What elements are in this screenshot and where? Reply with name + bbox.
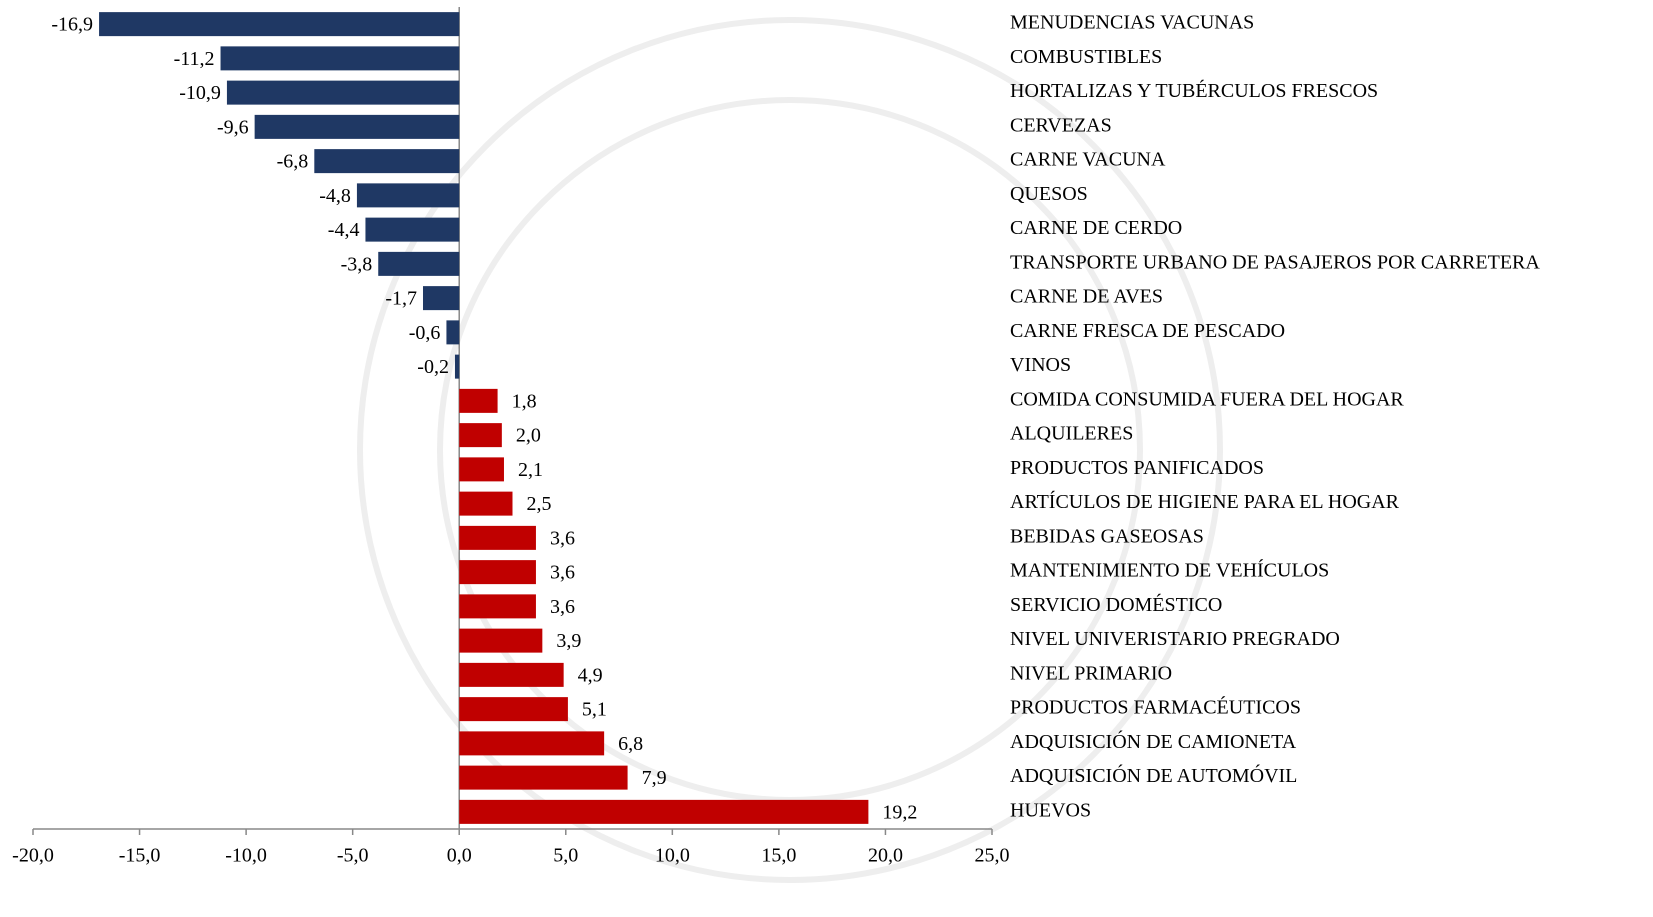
category-label: PRODUCTOS FARMACÉUTICOS	[1010, 696, 1301, 719]
x-tick-label: 15,0	[761, 845, 796, 867]
category-label: ALQUILERES	[1010, 423, 1133, 445]
value-label: 2,0	[516, 425, 541, 447]
x-tick-label: 5,0	[553, 845, 578, 867]
value-label: -11,2	[174, 48, 215, 70]
value-label: 5,1	[582, 699, 607, 721]
value-label: 3,6	[550, 596, 575, 618]
category-label: CARNE FRESCA DE PESCADO	[1010, 320, 1285, 342]
bar	[365, 217, 460, 242]
value-label: 3,6	[550, 562, 575, 584]
category-label: MANTENIMIENTO DE VEHÍCULOS	[1010, 559, 1329, 582]
bar	[459, 765, 628, 790]
value-label: 3,9	[556, 630, 581, 652]
bar	[459, 457, 504, 482]
bar	[459, 799, 869, 824]
category-label: NIVEL PRIMARIO	[1010, 662, 1172, 684]
value-label: 19,2	[882, 801, 917, 823]
value-label: -6,8	[277, 151, 309, 173]
value-label: -16,9	[51, 14, 93, 36]
value-label: 3,6	[550, 527, 575, 549]
category-label: HUEVOS	[1010, 799, 1091, 821]
bar	[459, 628, 543, 653]
category-label: COMBUSTIBLES	[1010, 46, 1162, 68]
category-label: PRODUCTOS PANIFICADOS	[1010, 457, 1264, 479]
category-label: CERVEZAS	[1010, 114, 1112, 136]
category-label: ARTÍCULOS DE HIGIENE PARA EL HOGAR	[1010, 490, 1400, 513]
bar	[459, 662, 564, 687]
bar	[226, 80, 460, 105]
category-label: VINOS	[1010, 354, 1071, 376]
category-label: TRANSPORTE URBANO DE PASAJEROS POR CARRE…	[1010, 251, 1540, 273]
value-label: -4,8	[319, 185, 351, 207]
value-label: 7,9	[642, 767, 667, 789]
bar	[378, 251, 460, 276]
x-tick-label: 25,0	[975, 845, 1010, 867]
category-label: BEBIDAS GASEOSAS	[1010, 525, 1204, 547]
x-tick-label: 10,0	[655, 845, 690, 867]
bar	[459, 491, 513, 516]
category-label: ADQUISICIÓN DE CAMIONETA	[1010, 729, 1297, 753]
bar	[459, 731, 605, 756]
category-label: CARNE DE CERDO	[1010, 217, 1182, 239]
x-tick-label: 0,0	[447, 845, 472, 867]
bar	[459, 594, 536, 619]
bar	[254, 114, 460, 139]
value-label: 2,1	[518, 459, 543, 481]
bar	[356, 183, 460, 208]
category-label: SERVICIO DOMÉSTICO	[1010, 593, 1222, 616]
category-label: MENUDENCIAS VACUNAS	[1010, 12, 1254, 34]
bar	[99, 12, 460, 37]
value-label: -9,6	[217, 116, 249, 138]
value-label: 6,8	[618, 733, 643, 755]
category-label: NIVEL UNIVERISTARIO PREGRADO	[1010, 628, 1340, 650]
bar	[314, 149, 460, 174]
x-tick-label: -5,0	[337, 845, 369, 867]
category-label: HORTALIZAS Y TUBÉRCULOS FRESCOS	[1010, 79, 1378, 102]
bar	[220, 46, 460, 71]
x-tick-label: -10,0	[225, 845, 267, 867]
value-label: -1,7	[385, 288, 417, 310]
value-label: -0,2	[417, 356, 449, 378]
x-tick-label: -15,0	[119, 845, 161, 867]
bar	[459, 560, 536, 585]
bar	[454, 354, 460, 379]
value-label: -0,6	[409, 322, 441, 344]
bar	[459, 423, 502, 448]
bar	[459, 697, 568, 722]
bar	[422, 286, 460, 311]
bar	[446, 320, 460, 345]
bar	[459, 525, 536, 550]
x-tick-label: 20,0	[868, 845, 903, 867]
bar	[459, 388, 498, 413]
value-label: 4,9	[578, 664, 603, 686]
value-label: 1,8	[512, 390, 537, 412]
category-label: COMIDA CONSUMIDA FUERA DEL HOGAR	[1010, 388, 1404, 410]
category-label: QUESOS	[1010, 183, 1088, 205]
category-label: CARNE VACUNA	[1010, 149, 1166, 171]
category-label: CARNE DE AVES	[1010, 286, 1163, 308]
value-label: -4,4	[328, 219, 360, 241]
x-tick-label: -20,0	[12, 845, 54, 867]
value-label: 2,5	[527, 493, 552, 515]
watermark-ring	[437, 97, 1143, 803]
value-label: -10,9	[179, 82, 221, 104]
watermark-ring	[357, 17, 1223, 883]
category-label: ADQUISICIÓN DE AUTOMÓVIL	[1010, 763, 1297, 787]
value-label: -3,8	[341, 253, 373, 275]
